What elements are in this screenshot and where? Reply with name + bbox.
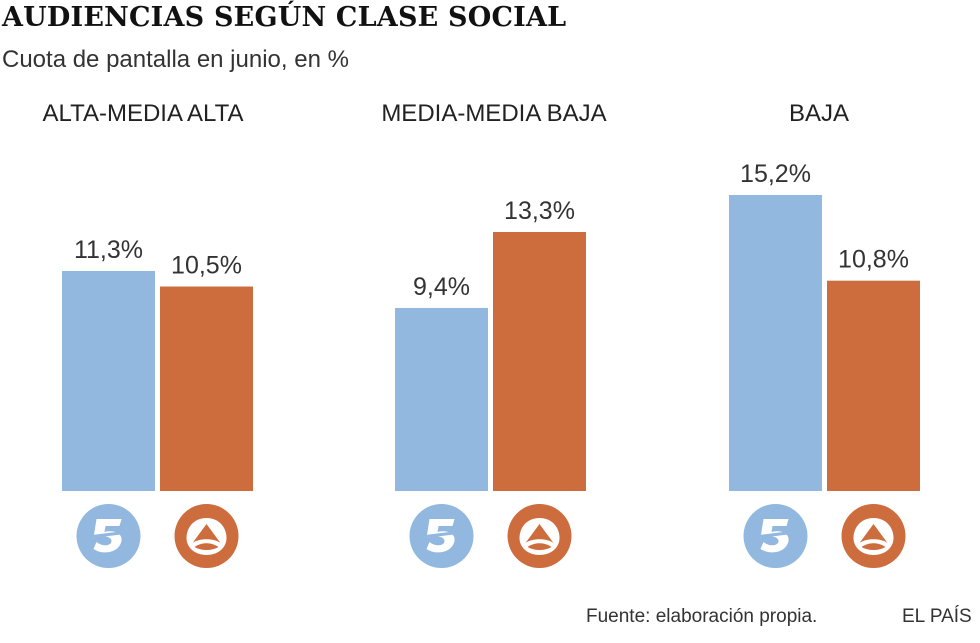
data-label: 13,3% xyxy=(504,197,575,225)
source-note: Fuente: elaboración propia. xyxy=(586,606,818,627)
chart-subtitle: Cuota de pantalla en junio, en % xyxy=(2,46,349,73)
bar xyxy=(729,195,822,491)
antena3-logo-icon xyxy=(841,504,906,568)
data-label: 15,2% xyxy=(740,160,811,188)
bar xyxy=(62,270,155,491)
telecinco-logo-icon xyxy=(409,504,474,568)
data-label: 10,5% xyxy=(171,252,242,280)
group-label: ALTA-MEDIA ALTA xyxy=(43,100,244,127)
chart-title: AUDIENCIAS SEGÚN CLASE SOCIAL xyxy=(2,2,567,33)
antena3-logo-icon xyxy=(174,504,239,568)
data-label: 9,4% xyxy=(413,273,470,301)
group-label: MEDIA-MEDIA BAJA xyxy=(381,100,606,127)
publisher-brand: EL PAÍS xyxy=(902,606,972,627)
bar xyxy=(395,307,488,491)
telecinco-logo-icon xyxy=(743,504,808,568)
group-label: BAJA xyxy=(789,100,849,127)
bar xyxy=(160,286,253,491)
bar xyxy=(827,280,920,491)
telecinco-logo-icon xyxy=(76,504,141,568)
bar-chart: ALTA-MEDIA ALTA 11,3% 10,5% MEDIA-MEDIA BAJ… xyxy=(43,100,920,568)
data-label: 11,3% xyxy=(74,236,143,264)
antena3-logo-icon xyxy=(507,504,572,568)
bar xyxy=(493,232,586,491)
data-label: 10,8% xyxy=(838,246,909,274)
